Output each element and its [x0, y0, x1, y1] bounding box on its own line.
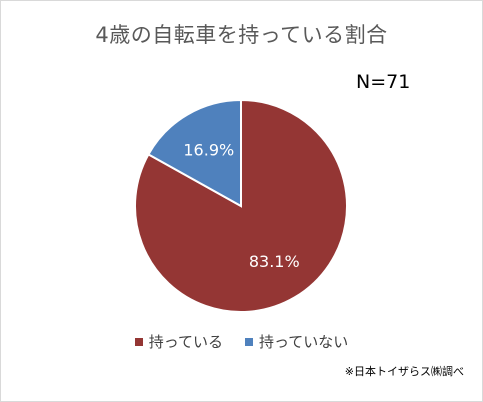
- legend-item-owns: 持っている: [134, 331, 223, 352]
- legend-label-does-not-own: 持っていない: [259, 333, 349, 351]
- legend-item-does-not-own: 持っていない: [245, 331, 348, 352]
- chart-title: 4歳の自転車を持っている割合: [95, 23, 388, 47]
- data-label-does-not-own: 16.9%: [183, 141, 234, 160]
- data-label-owns: 83.1%: [249, 252, 300, 271]
- legend-label-owns: 持っている: [148, 333, 223, 351]
- sample-size-label: N=71: [356, 71, 411, 93]
- legend: 持っている 持っていない: [1, 331, 482, 352]
- legend-swatch-does-not-own: [245, 337, 253, 346]
- source-note: ※日本トイザらス㈱調べ: [344, 365, 464, 378]
- legend-swatch-owns: [134, 337, 143, 346]
- pie-slice-does-not-own: [147, 98, 242, 208]
